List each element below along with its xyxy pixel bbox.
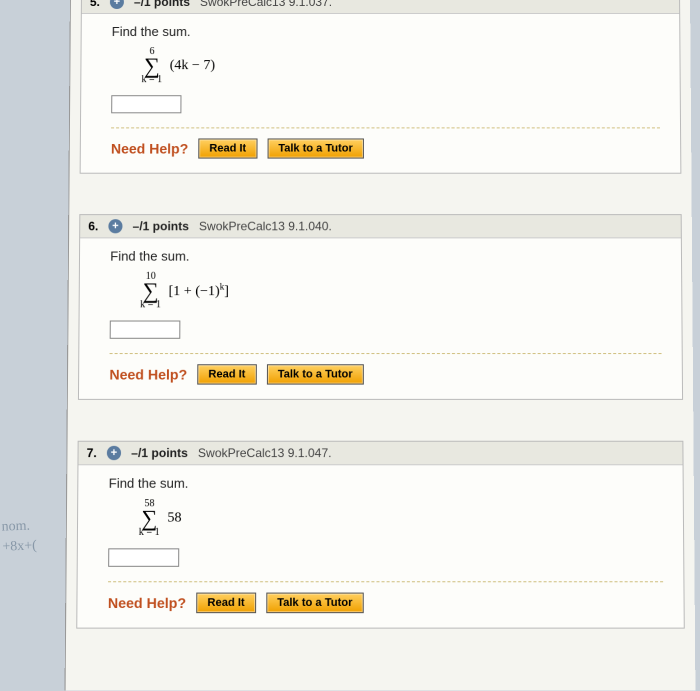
- expand-icon[interactable]: +: [110, 0, 124, 9]
- note-line: nom.: [1, 516, 36, 537]
- help-row: Need Help? Read It Talk to a Tutor: [111, 127, 660, 158]
- sum-lower: k = 1: [141, 75, 162, 85]
- prompt-text: Find the sum.: [110, 248, 661, 263]
- sigma-icon: ∑: [139, 509, 160, 527]
- question-number: 6.: [88, 219, 98, 233]
- question-header: 6. + –/1 points SwokPreCalc13 9.1.040.: [80, 215, 681, 238]
- sum-lower: k = 1: [140, 300, 161, 310]
- summand: [1 + (−1)k]: [169, 284, 229, 299]
- answer-input[interactable]: [108, 548, 179, 567]
- need-help-label: Need Help?: [108, 595, 186, 611]
- answer-input[interactable]: [111, 95, 181, 113]
- sum-lower: k = 1: [139, 528, 160, 538]
- summation-formula: 6 ∑ k = 1 (4k − 7): [141, 47, 659, 85]
- need-help-label: Need Help?: [111, 140, 188, 156]
- points-label: –/1 points: [131, 446, 188, 460]
- read-it-button[interactable]: Read It: [197, 364, 256, 384]
- talk-to-tutor-button[interactable]: Talk to a Tutor: [267, 364, 364, 384]
- points-label: –/1 points: [134, 0, 190, 9]
- question-5: 5. + –/1 points SwokPreCalc13 9.1.037. F…: [80, 0, 682, 174]
- question-header: 5. + –/1 points SwokPreCalc13 9.1.037.: [82, 0, 679, 14]
- note-line: +8x+(: [2, 536, 37, 557]
- talk-to-tutor-button[interactable]: Talk to a Tutor: [267, 138, 364, 158]
- question-body: Find the sum. 58 ∑ k = 1 58 Need Help? R…: [77, 465, 683, 627]
- summand: 58: [167, 510, 181, 525]
- question-body: Find the sum. 10 ∑ k = 1 [1 + (−1)k] Nee…: [79, 238, 682, 399]
- read-it-button[interactable]: Read It: [198, 138, 257, 158]
- handwritten-notes: nom. +8x+(: [1, 516, 37, 556]
- source-label: SwokPreCalc13 9.1.040.: [199, 219, 332, 233]
- answer-input[interactable]: [110, 321, 181, 339]
- summand: (4k − 7): [170, 58, 215, 73]
- sigma-icon: ∑: [141, 57, 162, 75]
- summation-formula: 58 ∑ k = 1 58: [139, 499, 663, 538]
- expand-icon[interactable]: +: [107, 446, 121, 460]
- help-row: Need Help? Read It Talk to a Tutor: [108, 581, 664, 613]
- prompt-text: Find the sum.: [109, 476, 663, 491]
- prompt-text: Find the sum.: [112, 24, 660, 39]
- worksheet-page: 5. + –/1 points SwokPreCalc13 9.1.037. F…: [65, 0, 696, 691]
- sigma-icon: ∑: [140, 282, 161, 300]
- talk-to-tutor-button[interactable]: Talk to a Tutor: [266, 593, 364, 614]
- help-row: Need Help? Read It Talk to a Tutor: [109, 353, 661, 385]
- read-it-button[interactable]: Read It: [196, 593, 256, 614]
- question-body: Find the sum. 6 ∑ k = 1 (4k − 7) Need He…: [81, 14, 681, 173]
- need-help-label: Need Help?: [109, 366, 187, 382]
- points-label: –/1 points: [133, 219, 189, 233]
- question-number: 5.: [90, 0, 100, 9]
- question-6: 6. + –/1 points SwokPreCalc13 9.1.040. F…: [78, 214, 683, 400]
- question-number: 7.: [87, 446, 97, 460]
- source-label: SwokPreCalc13 9.1.047.: [198, 446, 332, 460]
- expand-icon[interactable]: +: [108, 219, 122, 233]
- summation-formula: 10 ∑ k = 1 [1 + (−1)k]: [140, 272, 661, 311]
- question-header: 7. + –/1 points SwokPreCalc13 9.1.047.: [78, 442, 682, 466]
- source-label: SwokPreCalc13 9.1.037.: [200, 0, 332, 9]
- question-7: 7. + –/1 points SwokPreCalc13 9.1.047. F…: [76, 441, 685, 629]
